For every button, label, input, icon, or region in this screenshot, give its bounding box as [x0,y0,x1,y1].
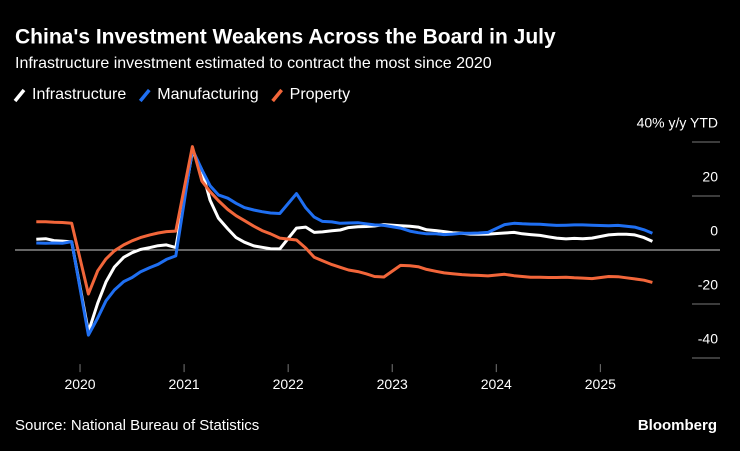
legend: Infrastructure Manufacturing Property [13,86,350,103]
legend-swatch [271,88,284,103]
x-tick-label: 2023 [377,376,408,392]
brand: Bloomberg [638,417,717,434]
legend-swatch [13,88,26,103]
series-line [36,149,654,334]
x-tick-label: 2020 [64,376,95,392]
legend-label: Property [290,86,350,103]
source: Source: National Bureau of Statistics [15,417,259,434]
y-tick-label: 40% y/y YTD [637,115,718,131]
x-tick-label: 2022 [273,376,304,392]
y-tick-label: 0 [710,223,718,239]
y-tick-label: -20 [698,277,718,293]
y-tick-label: -40 [698,331,718,347]
legend-label: Manufacturing [157,86,258,103]
series-line [36,147,653,337]
x-tick-label: 2024 [481,376,512,392]
legend-swatch [138,88,151,103]
chart-subtitle: Infrastructure investment estimated to c… [15,55,492,72]
y-tick-label: 20 [702,169,718,185]
series-line [36,145,653,296]
x-tick-label: 2021 [169,376,200,392]
chart-title: China's Investment Weakens Across the Bo… [15,26,556,49]
x-tick-label: 2025 [585,376,616,392]
legend-label: Infrastructure [32,86,126,103]
